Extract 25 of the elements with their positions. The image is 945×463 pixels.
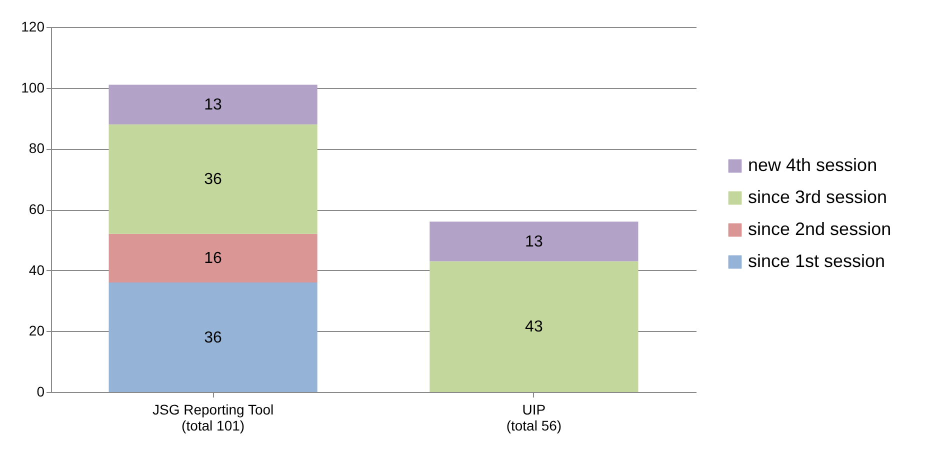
data-label: 13 xyxy=(525,233,543,250)
x-tick-label: JSG Reporting Tool (total 101) xyxy=(152,402,274,434)
y-tick-label: 20 xyxy=(28,322,45,339)
legend-label: new 4th session xyxy=(748,155,878,175)
y-tick-label: 100 xyxy=(21,79,45,96)
legend-label: since 3rd session xyxy=(748,187,888,207)
y-tick-label: 80 xyxy=(28,140,45,156)
bar xyxy=(108,84,318,124)
bar xyxy=(108,124,318,234)
y-tick-label: 60 xyxy=(28,201,45,217)
data-label: 36 xyxy=(204,171,222,188)
bar xyxy=(430,261,638,392)
bar xyxy=(108,234,318,282)
bar xyxy=(430,222,638,262)
data-label: 36 xyxy=(204,329,222,346)
data-label: 16 xyxy=(204,250,222,268)
bar xyxy=(108,282,318,392)
legend-label: since 2nd session xyxy=(748,219,892,239)
legend-label: since 1st session xyxy=(748,251,886,271)
x-tick-label: UIP (total 56) xyxy=(506,402,562,434)
data-label: 43 xyxy=(525,318,543,336)
data-label: 13 xyxy=(204,96,222,114)
y-tick-label: 40 xyxy=(28,262,45,278)
y-tick-label: 120 xyxy=(21,18,45,34)
y-tick-label: 0 xyxy=(36,384,45,400)
